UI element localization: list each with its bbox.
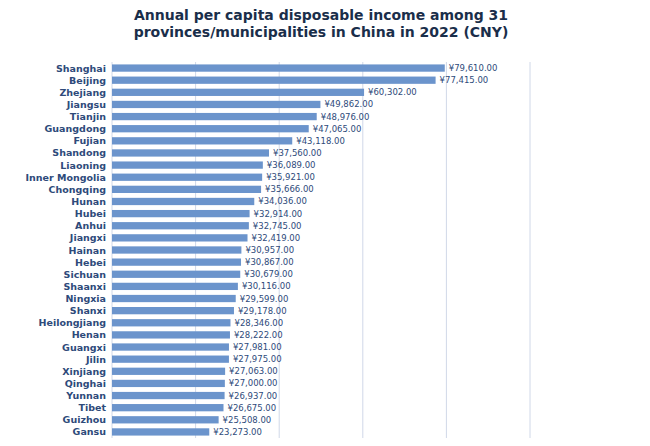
bar <box>112 101 320 108</box>
data-label: ¥28,222.00 <box>234 330 283 340</box>
category-label: Tibet <box>78 402 106 413</box>
bar <box>112 198 254 205</box>
category-label: Henan <box>72 329 107 340</box>
category-label: Hebei <box>75 257 106 268</box>
data-label: ¥28,346.00 <box>234 318 283 328</box>
data-label: ¥36,089.00 <box>267 160 316 170</box>
bar <box>112 222 249 229</box>
data-label: ¥49,862.00 <box>324 99 373 109</box>
bar <box>112 295 236 302</box>
data-label: ¥35,666.00 <box>265 184 314 194</box>
category-label: Shanxi <box>70 305 106 316</box>
bar <box>112 283 238 290</box>
grid-line <box>530 62 531 438</box>
bar <box>112 77 436 84</box>
data-label: ¥37,560.00 <box>273 148 322 158</box>
data-label: ¥29,178.00 <box>238 306 287 316</box>
category-label: Shaanxi <box>63 281 106 292</box>
title: Annual per capita disposable income amon… <box>134 7 509 40</box>
bar <box>112 125 309 132</box>
data-label: ¥23,273.00 <box>213 427 262 437</box>
bar <box>112 174 262 181</box>
bar <box>112 149 269 156</box>
category-label: Heilongjiang <box>39 317 106 328</box>
data-label: ¥35,921.00 <box>266 172 315 182</box>
data-label: ¥48,976.00 <box>321 112 370 122</box>
data-label: ¥32,419.00 <box>252 233 301 243</box>
bar <box>112 210 250 217</box>
data-label: ¥32,914.00 <box>254 209 303 219</box>
bar <box>112 331 230 338</box>
data-label: ¥27,063.00 <box>229 366 278 376</box>
bar <box>112 404 224 411</box>
bars <box>112 64 445 435</box>
category-label: Qinghai <box>65 378 106 389</box>
bar <box>112 113 317 120</box>
bar <box>112 428 209 435</box>
category-label: Shandong <box>52 147 106 158</box>
bar <box>112 271 240 278</box>
bar <box>112 137 292 144</box>
bar <box>112 343 229 350</box>
data-label: ¥43,118.00 <box>296 136 345 146</box>
category-label: Hunan <box>71 196 106 207</box>
data-label: ¥25,508.00 <box>223 415 272 425</box>
data-label: ¥29,599.00 <box>240 294 289 304</box>
category-label: Inner Mongolia <box>26 172 107 183</box>
bar <box>112 356 229 363</box>
bar <box>112 186 261 193</box>
category-label: Zhejiang <box>59 87 106 98</box>
bar <box>112 246 241 253</box>
category-label: Chongqing <box>49 184 106 195</box>
category-label: Beijing <box>69 75 106 86</box>
category-label: Yunnan <box>65 390 106 401</box>
category-label: Xinjiang <box>62 366 106 377</box>
data-label: ¥60,302.00 <box>368 87 417 97</box>
bar <box>112 64 445 71</box>
data-label: ¥32,745.00 <box>253 221 302 231</box>
bar <box>112 307 234 314</box>
data-label: ¥47,065.00 <box>313 124 362 134</box>
bar <box>112 234 248 241</box>
category-label: Hainan <box>68 245 106 256</box>
bar <box>112 368 225 375</box>
data-label: ¥27,000.00 <box>229 378 278 388</box>
data-label: ¥26,675.00 <box>228 403 277 413</box>
bar <box>112 319 230 326</box>
data-label: ¥27,975.00 <box>233 354 282 364</box>
category-label: Sichuan <box>64 269 107 280</box>
category-label: Shanghai <box>56 63 106 74</box>
category-label: Tianjin <box>70 111 106 122</box>
data-label: ¥77,415.00 <box>440 75 489 85</box>
chart: Annual per capita disposable income amon… <box>0 0 650 446</box>
bar <box>112 161 263 168</box>
category-label: Jiangxi <box>69 232 106 243</box>
data-label: ¥27,981.00 <box>233 342 282 352</box>
category-label: Anhui <box>75 220 106 231</box>
category-label: Fujian <box>74 135 107 146</box>
grid-line <box>446 62 447 438</box>
category-label: Jiangsu <box>66 99 106 110</box>
data-label: ¥30,679.00 <box>244 269 293 279</box>
bar <box>112 392 225 399</box>
category-label: Hubei <box>75 208 106 219</box>
category-label: Guangxi <box>62 342 106 353</box>
grid <box>112 62 530 438</box>
bar <box>112 380 225 387</box>
category-label: Guizhou <box>63 414 106 425</box>
bar <box>112 416 219 423</box>
data-label: ¥79,610.00 <box>449 63 498 73</box>
data-label: ¥30,957.00 <box>245 245 294 255</box>
data-label: ¥34,036.00 <box>258 196 307 206</box>
category-label: Guangdong <box>45 123 106 134</box>
bar <box>112 258 241 265</box>
data-label: ¥30,867.00 <box>245 257 294 267</box>
data-label: ¥30,116.00 <box>242 281 291 291</box>
bar <box>112 89 364 96</box>
category-label: Liaoning <box>60 160 106 171</box>
category-label: Jilin <box>85 354 106 365</box>
category-label: Ningxia <box>65 293 106 304</box>
category-label: Gansu <box>73 426 106 437</box>
data-label: ¥26,937.00 <box>229 391 278 401</box>
